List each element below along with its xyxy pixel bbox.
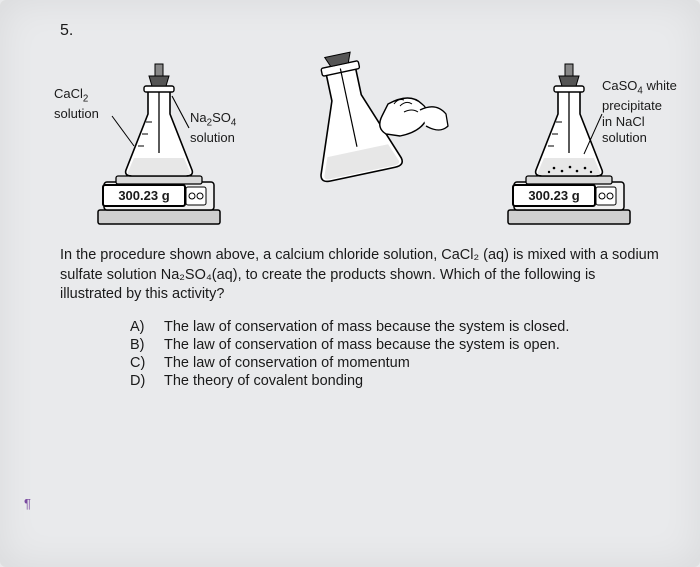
pouring-icon [270,48,450,208]
right-panel: CaSO4 white precipitate in NaCl solution [470,48,660,228]
choice-a-letter: A) [130,319,164,335]
cacl2-text: CaCl [54,86,83,101]
choice-a: A)The law of conservation of mass becaus… [130,319,660,335]
choice-c-letter: C) [130,355,164,371]
choice-d-text: The theory of covalent bonding [164,373,363,389]
cacl2-solution-text: solution [54,106,99,121]
question-number: 5. [60,22,660,40]
right-reading: 300.23 g [512,184,596,207]
so-sub: 4 [231,118,236,129]
choice-c-text: The law of conservation of momentum [164,355,410,371]
answer-choices: A)The law of conservation of mass becaus… [130,319,660,389]
left-reading: 300.23 g [102,184,186,207]
middle-panel [270,48,450,228]
choice-c: C)The law of conservation of momentum [130,355,660,371]
figure-row: CaCl2 solution Na2SO4 solution [60,48,660,228]
pilcrow-icon: ¶ [24,496,31,511]
cacl2-label: CaCl2 solution [54,86,99,122]
white-text: white [643,78,677,93]
choice-d-letter: D) [130,373,164,389]
choice-d: D)The theory of covalent bonding [130,373,660,389]
choice-a-text: The law of conservation of mass because … [164,319,569,335]
choice-b-letter: B) [130,337,164,353]
choice-b-text: The law of conservation of mass because … [164,337,560,353]
choice-b: B)The law of conservation of mass becaus… [130,337,660,353]
cacl2-sub: 2 [83,94,88,105]
left-panel: CaCl2 solution Na2SO4 solution [60,48,250,228]
question-text: In the procedure shown above, a calcium … [60,246,660,305]
